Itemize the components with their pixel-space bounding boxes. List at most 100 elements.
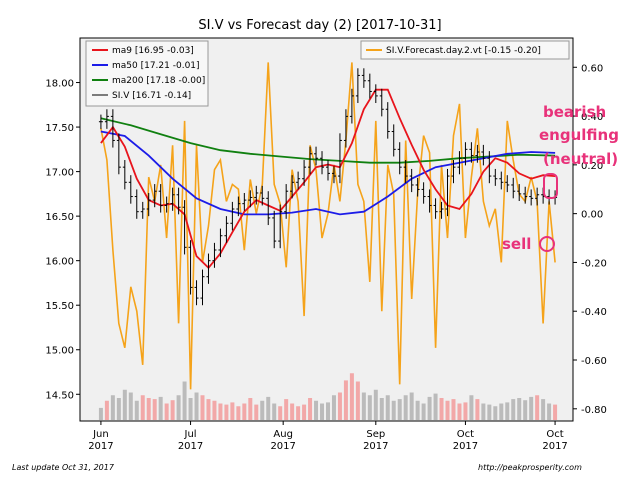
- legend-forecast: SI.V.Forecast.day.2.vt [-0.15 -0.20]: [386, 46, 541, 56]
- volume-bar: [451, 399, 456, 420]
- sell-marker: [539, 236, 555, 252]
- price-tick-label: 16.00: [45, 257, 74, 268]
- price-bar: [116, 133, 121, 175]
- price-bar: [415, 177, 420, 197]
- forecast-tick-label: -0.60: [581, 356, 607, 367]
- price-bar: [511, 177, 516, 199]
- price-bar: [302, 160, 307, 186]
- annotation-neutral: (neutral): [543, 150, 618, 168]
- price-bar: [337, 133, 342, 184]
- volume-bar: [499, 403, 504, 420]
- volume-bar: [182, 381, 187, 420]
- annotation-bearish: bearish: [543, 103, 606, 121]
- volume-bar: [343, 380, 348, 420]
- volume-bar: [481, 403, 486, 420]
- price-bar: [481, 144, 486, 166]
- volume-bar: [373, 389, 378, 420]
- annotation-sell: sell: [502, 235, 531, 253]
- volume-bar: [505, 402, 510, 420]
- volume-bar: [409, 392, 414, 420]
- price-bar: [146, 192, 151, 217]
- price-bar: [493, 168, 498, 186]
- legend-left: ma9 [16.95 -0.03] ma50 [17.21 -0.01] ma2…: [85, 40, 209, 107]
- price-bar: [188, 240, 193, 295]
- engulfing-marker: [543, 173, 558, 199]
- volume-bar: [242, 403, 247, 420]
- forecast-tick-label: -0.80: [581, 405, 607, 416]
- volume-bar: [158, 396, 163, 420]
- volume-bar: [200, 395, 205, 420]
- price-bar: [373, 84, 378, 104]
- price-tick-label: 17.00: [45, 168, 74, 179]
- date-tick-label: Aug 2017: [270, 429, 295, 452]
- price-bar: [457, 151, 462, 175]
- volume-bar: [391, 400, 396, 420]
- price-bar: [290, 175, 295, 199]
- volume-bar: [379, 398, 384, 420]
- volume-bar: [260, 400, 265, 420]
- price-bar: [182, 200, 187, 255]
- volume-bar: [517, 398, 522, 420]
- volume-bar: [140, 395, 145, 420]
- volume-bar: [272, 403, 277, 420]
- date-tick-label: Sep 2017: [363, 429, 388, 452]
- forecast-series: [100, 62, 556, 390]
- volume-bar: [463, 402, 468, 420]
- price-bar: [445, 168, 450, 217]
- volume-bar: [433, 393, 438, 420]
- price-tick-label: 14.50: [45, 390, 74, 401]
- volume-bar: [493, 406, 498, 420]
- volume-bar: [170, 400, 175, 420]
- volume-bar: [296, 406, 301, 420]
- volume-bar: [128, 392, 133, 420]
- price-bar: [296, 171, 301, 190]
- price-bar: [164, 196, 169, 213]
- volume-bar: [367, 395, 372, 420]
- price-bar: [505, 175, 510, 193]
- annotations: bearish engulfing (neutral) sell: [502, 103, 619, 253]
- price-bar: [314, 146, 319, 166]
- price-bar: [152, 184, 157, 208]
- volume-bar: [134, 400, 139, 420]
- volume-bar: [361, 392, 366, 420]
- price-bar: [469, 142, 474, 163]
- price-bar: [104, 109, 109, 129]
- volume-bar: [547, 403, 552, 420]
- price-bar: [218, 228, 223, 258]
- date-tick-label: Jun 2017: [88, 429, 113, 452]
- volume-bar: [230, 402, 235, 420]
- price-bar: [236, 196, 241, 217]
- volume-bar: [385, 395, 390, 420]
- price-bar: [272, 210, 277, 249]
- price-bar: [409, 168, 414, 193]
- price-bar: [331, 166, 336, 184]
- forecast-tick-label: 0.40: [581, 112, 603, 123]
- volume-bar: [511, 399, 516, 420]
- volume-bar: [176, 395, 181, 420]
- price-tick-label: 15.00: [45, 346, 74, 357]
- volume-bar: [122, 389, 127, 420]
- ma50-line: [100, 130, 556, 216]
- volume-bar: [98, 407, 103, 420]
- volume-bar: [224, 404, 229, 420]
- volume-bar: [194, 392, 199, 420]
- volume-bar: [116, 398, 121, 420]
- price-tick-label: 18.00: [45, 79, 74, 90]
- volume-bar: [302, 404, 307, 420]
- price-bar: [487, 151, 492, 184]
- forecast-tick-label: -0.40: [581, 307, 607, 318]
- volume-bar: [314, 400, 319, 420]
- price-bar: [421, 182, 426, 204]
- price-bar: [379, 88, 384, 117]
- price-bar: [206, 253, 211, 284]
- price-bar: [134, 189, 139, 219]
- date-tick-label: Oct 2017: [542, 429, 567, 452]
- price-bar: [343, 109, 348, 148]
- forecast-tick-label: -0.20: [581, 258, 607, 269]
- footer-last-update: Last update Oct 31, 2017: [12, 463, 115, 472]
- price-bar: [463, 142, 468, 166]
- price-bar: [367, 73, 372, 99]
- price-bar: [260, 185, 265, 206]
- price-bar: [242, 192, 247, 211]
- price-bar: [200, 269, 205, 306]
